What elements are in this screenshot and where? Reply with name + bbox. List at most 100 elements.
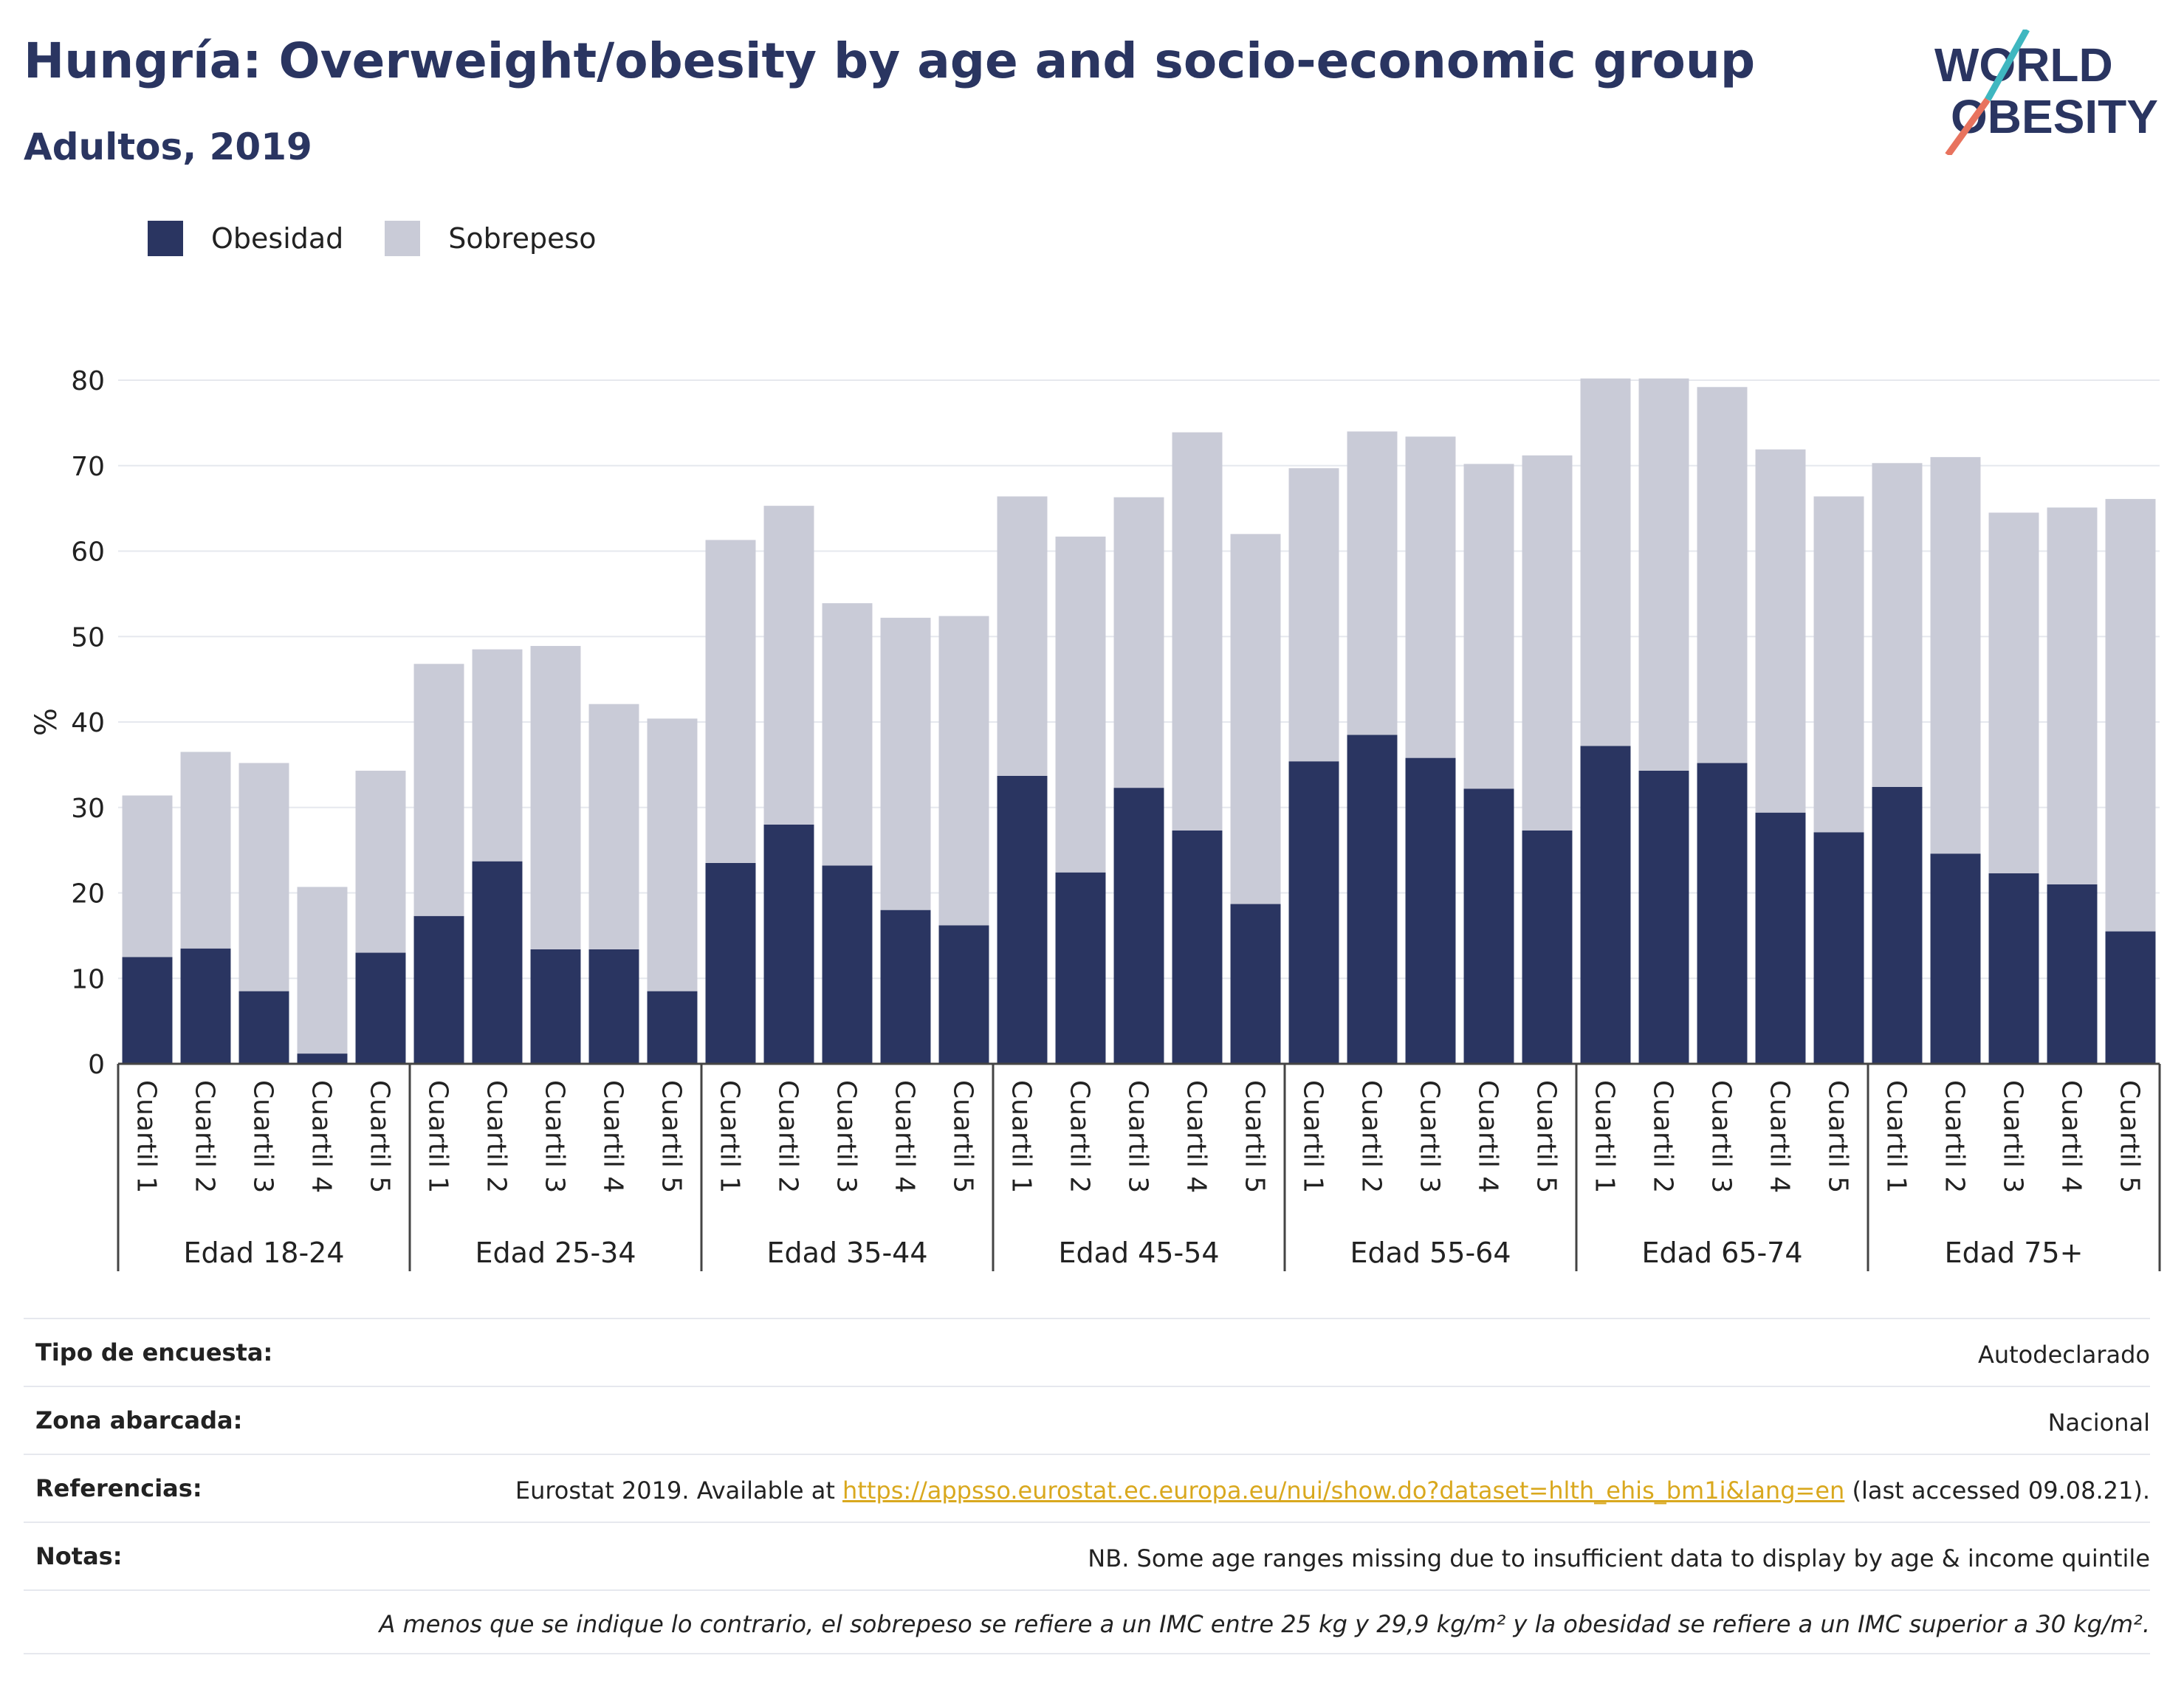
bar-obesidad — [1405, 757, 1456, 1064]
bar-sobrepeso — [1055, 536, 1106, 873]
bar-sobrepeso — [1230, 534, 1281, 904]
reference-text-post: (last accessed 09.08.21). — [1844, 1476, 2150, 1505]
x-tick-label: Cuartil 3 — [831, 1080, 862, 1193]
meta-value: Eurostat 2019. Available at https://apps… — [515, 1474, 2150, 1507]
bar-obesidad — [297, 1053, 348, 1064]
y-tick-label: 60 — [71, 537, 105, 568]
bar-obesidad — [1988, 873, 2039, 1064]
x-tick-label: Cuartil 5 — [1240, 1080, 1270, 1193]
bar-sobrepeso — [1638, 378, 1689, 771]
bar-obesidad — [705, 862, 756, 1064]
chart-title: Hungría: Overweight/obesity by age and s… — [24, 32, 1756, 89]
bar-sobrepeso — [822, 603, 873, 866]
legend-item-obesity: Obesidad — [148, 221, 343, 256]
x-tick-label: Cuartil 5 — [365, 1080, 395, 1193]
bar-obesidad — [880, 910, 931, 1064]
x-tick-label: Cuartil 1 — [423, 1080, 453, 1193]
y-tick-label: 80 — [71, 366, 105, 396]
bar-sobrepeso — [1288, 468, 1339, 762]
y-tick-label: 50 — [71, 622, 105, 653]
bar-sobrepeso — [647, 718, 698, 991]
meta-label: Tipo de encuesta: — [35, 1338, 273, 1366]
bar-obesidad — [938, 925, 989, 1064]
bar-sobrepeso — [1580, 378, 1631, 746]
x-tick-label: Cuartil 2 — [190, 1080, 220, 1193]
x-tick-label: Cuartil 1 — [1298, 1080, 1328, 1193]
bar-obesidad — [647, 991, 698, 1064]
bar-sobrepeso — [1697, 387, 1748, 763]
chart-subtitle: Adultos, 2019 — [24, 126, 312, 168]
meta-row-survey-type: Tipo de encuesta: Autodeclarado — [24, 1318, 2150, 1386]
x-tick-label: Cuartil 3 — [1123, 1080, 1153, 1193]
x-tick-label: Cuartil 4 — [306, 1080, 337, 1193]
bar-sobrepeso — [355, 770, 406, 953]
bar-obesidad — [1697, 763, 1748, 1064]
bar-obesidad — [1813, 832, 1864, 1064]
logo-accent-teal — [1985, 30, 2030, 102]
group-label: Edad 65-74 — [1641, 1237, 1802, 1269]
bar-sobrepeso — [880, 617, 931, 910]
bar-obesidad — [1580, 746, 1631, 1064]
x-tick-label: Cuartil 2 — [1940, 1080, 1970, 1193]
bar-sobrepeso — [705, 540, 756, 863]
bar-sobrepeso — [997, 496, 1048, 776]
bar-sobrepeso — [1522, 455, 1573, 831]
bar-obesidad — [1872, 786, 1923, 1064]
y-tick-label: 20 — [71, 879, 105, 910]
x-tick-label: Cuartil 4 — [1765, 1080, 1795, 1193]
legend-swatch-obesity — [148, 221, 183, 256]
legend-label-overweight: Sobrepeso — [448, 222, 597, 255]
y-tick-label: 30 — [71, 794, 105, 824]
x-tick-label: Cuartil 2 — [1065, 1080, 1095, 1193]
y-tick-label: 0 — [88, 1050, 105, 1080]
bar-obesidad — [355, 952, 406, 1064]
bar-obesidad — [2105, 931, 2156, 1064]
bar-sobrepeso — [1930, 457, 1981, 854]
world-obesity-logo: WORLD OBESITY — [1934, 30, 2158, 155]
bar-obesidad — [997, 775, 1048, 1064]
logo-line1: WORLD — [1934, 38, 2113, 92]
x-tick-label: Cuartil 3 — [1998, 1080, 2028, 1193]
bar-sobrepeso — [1405, 436, 1456, 758]
bar-sobrepeso — [1813, 496, 1864, 833]
bar-chart: 0 10 20 30 40 50 60 70 80% Cuartil 1 Cuartil 2 Cuar… — [30, 366, 2161, 1271]
x-tick-label: Cuartil 3 — [540, 1080, 570, 1193]
bar-obesidad — [2047, 884, 2098, 1064]
bar-sobrepeso — [1872, 463, 1923, 787]
bar-obesidad — [180, 948, 231, 1064]
bar-sobrepeso — [2105, 498, 2156, 932]
bar-obesidad — [122, 957, 173, 1064]
meta-row-footnote: A menos que se indique lo contrario, el … — [24, 1589, 2150, 1654]
y-tick-label: 10 — [71, 964, 105, 994]
meta-row-references: Referencias: Eurostat 2019. Available at… — [24, 1454, 2150, 1522]
x-tick-label: Cuartil 5 — [948, 1080, 978, 1193]
x-tick-label: Cuartil 5 — [1531, 1080, 1562, 1193]
bar-sobrepeso — [530, 645, 581, 949]
x-tick-label: Cuartil 1 — [131, 1080, 162, 1193]
x-tick-label: Cuartil 4 — [1473, 1080, 1503, 1193]
group-label: Edad 45-54 — [1058, 1237, 1219, 1269]
bar-sobrepeso — [122, 795, 173, 957]
bar-obesidad — [1113, 788, 1164, 1064]
bar-obesidad — [530, 949, 581, 1064]
x-tick-label: Cuartil 1 — [1590, 1080, 1620, 1193]
meta-label: Referencias: — [35, 1474, 202, 1502]
y-axis-label: % — [30, 708, 63, 736]
bar-obesidad — [1230, 904, 1281, 1064]
metadata-table: Tipo de encuesta: Autodeclarado Zona aba… — [24, 1318, 2150, 1654]
bar-sobrepeso — [2047, 507, 2098, 884]
meta-row-area: Zona abarcada: Nacional — [24, 1386, 2150, 1454]
bar-obesidad — [1522, 831, 1573, 1064]
bar-sobrepeso — [1755, 449, 1806, 813]
bar-obesidad — [1463, 788, 1514, 1064]
x-tick-label: Cuartil 3 — [248, 1080, 278, 1193]
x-tick-label: Cuartil 4 — [1181, 1080, 1212, 1193]
bar-obesidad — [1347, 735, 1398, 1064]
bar-obesidad — [1172, 831, 1223, 1064]
bar-sobrepeso — [1988, 512, 2039, 873]
x-tick-label: Cuartil 2 — [1648, 1080, 1678, 1193]
x-tick-label: Cuartil 4 — [598, 1080, 628, 1193]
x-tick-label: Cuartil 3 — [1415, 1080, 1445, 1193]
reference-link[interactable]: https://appsso.eurostat.ec.europa.eu/nui… — [842, 1476, 1845, 1505]
x-tick-label: Cuartil 1 — [1006, 1080, 1037, 1193]
